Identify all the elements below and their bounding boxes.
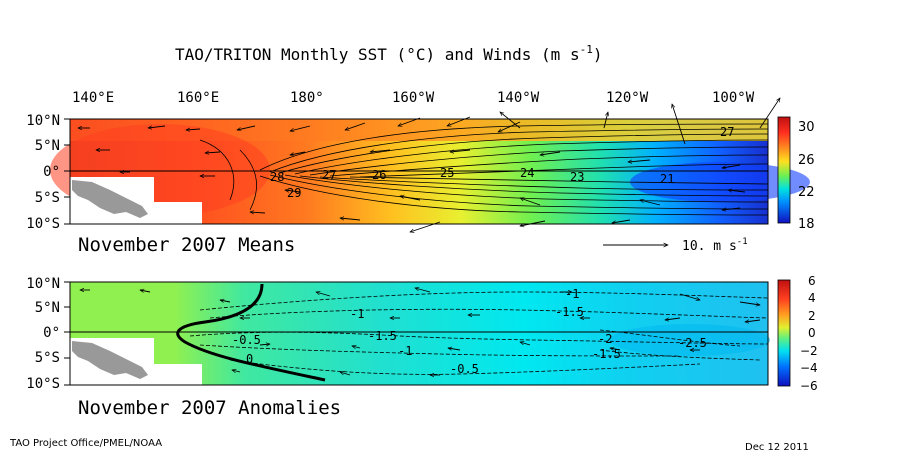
lon-tick-label: 180° [290,90,324,106]
anomalies-wind-vectors [80,288,760,375]
lat-tick-label: 0° [43,164,60,180]
contour-label: 0 [246,352,253,366]
lon-tick-label: 160°E [177,90,219,106]
lon-tick-label: 100°W [712,90,755,106]
anomalies-colorbar-labels: 6 4 2 0 −2 −4 −6 [800,274,818,393]
colorbar-tick-label: 0 [808,326,816,340]
new-guinea-land [72,180,148,218]
contour-label: -1 [350,307,364,321]
cold-tongue [630,162,810,202]
means-contour-labels: 28 27 26 25 24 23 21 29 27 [270,125,734,200]
reference-vector-label: 10. m s-1 [682,237,748,254]
contour-label: 23 [570,170,584,184]
contour-label: 29 [287,186,301,200]
colorbar-tick-label: 4 [808,291,816,305]
anomalies-contours [189,291,769,375]
new-guinea-land [72,341,148,379]
land-mask [154,202,202,225]
contour-label: -1.5 [555,305,584,319]
contour-label: -1 [398,344,412,358]
colorbar-tick-label: 2 [808,309,816,323]
contour-label: 28 [270,170,284,184]
contour-label: 25 [440,166,454,180]
anomalies-contour-labels: -1 -1.5 -1 -1.5 -1 -0.5 0 -0.5 -2 -1.5 -… [232,287,707,376]
means-subtitle: November 2007 Means [78,234,295,256]
anomalies-colorbar [777,279,791,387]
means-lat-axis: 10°N 5°N 0° 5°S 10°S [26,113,60,232]
anomalies-panel: -1 -1.5 -1 -1.5 -1 -0.5 0 -0.5 -2 -1.5 -… [26,274,817,419]
lat-tick-label: 10°S [26,376,60,392]
contour-label: 26 [372,168,386,182]
colorbar-tick-label: 6 [808,274,816,288]
contour-label: 21 [660,172,674,186]
lat-tick-label: 5°S [35,350,60,366]
contour-label: -0.5 [450,362,479,376]
lat-tick-label: 10°N [26,113,60,129]
chart-title: TAO/TRITON Monthly SST (°C) and Winds (m… [175,43,602,64]
lat-tick-label: 10°N [26,276,60,292]
footer-date: Dec 12 2011 [745,442,809,453]
contour-label: 27 [322,168,336,182]
means-colorbar-labels: 30 26 22 18 [798,120,815,232]
colorbar-tick-label: 22 [798,185,815,200]
anomalies-frame [69,281,769,386]
lat-tick-label: 5°S [35,190,60,206]
lat-tick-label: 5°N [35,300,60,316]
colorbar-tick-label: 18 [798,217,815,232]
contour-label: -2 [598,332,612,346]
contour-label: -2.5 [678,336,707,350]
colorbar-tick-label: 30 [798,120,815,135]
lon-tick-label: 160°W [392,90,435,106]
lon-tick-label: 140°E [72,90,114,106]
land-mask [154,364,202,386]
means-colorbar [777,116,791,224]
contour-label: -0.5 [232,333,261,347]
lon-tick-label: 140°W [497,90,540,106]
contour-label: 27 [720,125,734,139]
lat-tick-label: 10°S [26,216,60,232]
footer-credit: TAO Project Office/PMEL/NOAA [9,438,162,449]
means-wind-vectors [78,98,780,232]
anomalies-subtitle: November 2007 Anomalies [78,397,341,419]
means-panel: 28 27 26 25 24 23 21 29 27 140°E 160°E 1… [26,90,814,256]
contour-label: -1.5 [368,329,397,343]
lon-axis: 140°E 160°E 180° 160°W 140°W 120°W 100°W [72,90,755,106]
colorbar-tick-label: −6 [800,379,818,393]
means-contours [199,123,769,216]
zero-contour [176,283,326,382]
contour-label: 24 [520,166,534,180]
lat-tick-label: 5°N [35,138,60,154]
colorbar-tick-label: −2 [800,344,818,358]
lat-tick-label: 0° [43,325,60,341]
colorbar-tick-label: 26 [798,153,815,168]
contour-label: -1 [565,287,579,301]
colorbar-tick-label: −4 [800,361,818,375]
lon-tick-label: 120°W [606,90,649,106]
anomalies-lat-axis: 10°N 5°N 0° 5°S 10°S [26,276,60,392]
contour-label: -1.5 [592,347,621,361]
